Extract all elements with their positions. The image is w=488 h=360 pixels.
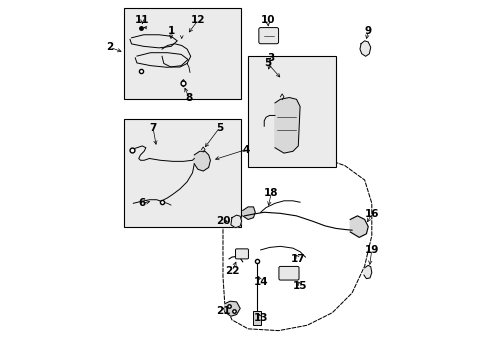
Text: 14: 14: [253, 277, 267, 287]
Polygon shape: [274, 98, 300, 153]
Text: 10: 10: [260, 15, 274, 26]
Text: 8: 8: [185, 93, 192, 103]
Text: 19: 19: [364, 245, 378, 255]
Polygon shape: [224, 301, 240, 316]
Text: 18: 18: [264, 188, 278, 198]
Polygon shape: [363, 265, 371, 279]
Bar: [253, 311, 261, 324]
Text: 15: 15: [292, 281, 306, 291]
Text: 9: 9: [364, 26, 371, 36]
Bar: [247, 56, 335, 167]
Text: 4: 4: [242, 144, 249, 154]
Text: 17: 17: [290, 254, 305, 264]
Text: 5: 5: [215, 123, 223, 133]
Text: 1: 1: [167, 26, 174, 36]
Text: 13: 13: [253, 313, 267, 323]
FancyBboxPatch shape: [235, 249, 248, 259]
Polygon shape: [349, 216, 367, 237]
Text: 16: 16: [364, 209, 378, 219]
FancyBboxPatch shape: [258, 28, 278, 44]
Text: 20: 20: [215, 216, 230, 226]
Text: 3: 3: [267, 53, 274, 63]
Polygon shape: [359, 41, 370, 56]
Text: 12: 12: [190, 15, 204, 26]
Text: 7: 7: [149, 123, 157, 133]
Text: 21: 21: [215, 306, 230, 316]
Text: 5: 5: [264, 58, 271, 68]
Bar: [124, 119, 241, 226]
Polygon shape: [230, 215, 241, 228]
Text: 6: 6: [139, 198, 145, 208]
Text: 22: 22: [224, 266, 239, 276]
FancyBboxPatch shape: [278, 266, 298, 280]
Text: 2: 2: [106, 42, 113, 52]
Polygon shape: [194, 151, 210, 171]
Bar: [124, 8, 241, 99]
Polygon shape: [242, 207, 255, 220]
Text: 11: 11: [135, 15, 149, 26]
